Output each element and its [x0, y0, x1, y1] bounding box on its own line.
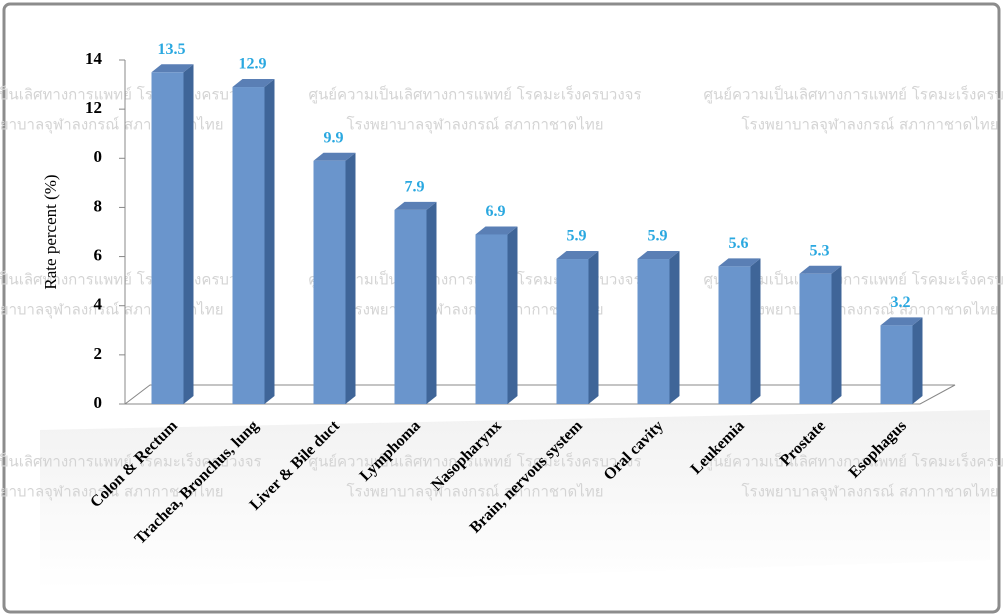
bar-side: [345, 152, 356, 404]
bar: [232, 87, 265, 405]
y-tick-label: 4: [94, 295, 103, 314]
y-tick-label: 14: [85, 49, 103, 68]
bar: [718, 266, 751, 404]
watermark: ศูนย์ความเป็นเลิศทางการแพทย์ โรคมะเร็งคร…: [703, 85, 1003, 104]
value-label: 7.9: [405, 179, 425, 196]
bar-side: [588, 251, 599, 404]
bar: [880, 325, 913, 404]
bar-top: [151, 64, 194, 73]
watermark: ศูนย์ความเป็นเลิศทางการแพทย์ โรคมะเร็งคร…: [0, 270, 262, 289]
bar: [637, 259, 670, 404]
bar-top: [475, 226, 518, 235]
bar-top: [313, 152, 356, 161]
bar-top: [718, 258, 761, 267]
bar: [151, 72, 184, 405]
bar-top: [556, 251, 599, 260]
value-label: 5.6: [729, 235, 749, 252]
watermark: ศูนย์ความเป็นเลิศทางการแพทย์ โรคมะเร็งคร…: [0, 452, 262, 471]
bar-side: [669, 251, 680, 404]
value-label: 5.9: [648, 228, 668, 245]
y-tick-label: 0: [94, 393, 103, 412]
bar-side: [183, 64, 194, 405]
bar-side: [750, 258, 761, 404]
watermark: ศูนย์ความเป็นเลิศทางการแพทย์ โรคมะเร็งคร…: [703, 270, 1003, 289]
y-tick-label: 0: [94, 147, 103, 166]
bar-top: [637, 251, 680, 260]
y-tick-label: 2: [94, 344, 103, 363]
bar-side: [831, 265, 842, 404]
watermark: ศูนย์ความเป็นเลิศทางการแพทย์ โรคมะเร็งคร…: [703, 452, 1003, 471]
bar-side: [912, 317, 923, 404]
bar: [799, 273, 832, 404]
bar-side: [264, 79, 275, 405]
bar-top: [232, 79, 275, 88]
bar-side: [426, 201, 437, 404]
y-tick-label: 8: [94, 196, 103, 215]
bar: [394, 209, 427, 404]
value-label: 9.9: [324, 129, 344, 146]
value-label: 3.2: [891, 294, 911, 311]
bar-top: [394, 201, 437, 210]
value-label: 5.3: [810, 242, 830, 259]
y-tick-label: 12: [85, 98, 102, 117]
value-label: 5.9: [567, 228, 587, 245]
watermark: โรงพยาบาลจุฬาลงกรณ์ สภากาชาดไทย: [741, 116, 998, 135]
watermark: โรงพยาบาลจุฬาลงกรณ์ สภากาชาดไทย: [346, 116, 603, 135]
watermark: โรงพยาบาลจุฬาลงกรณ์ สภากาชาดไทย: [346, 483, 603, 502]
y-tick-label: 6: [94, 245, 103, 264]
watermark: โรงพยาบาลจุฬาลงกรณ์ สภากาชาดไทย: [741, 301, 998, 320]
watermark: ศูนย์ความเป็นเลิศทางการแพทย์ โรคมะเร็งคร…: [0, 85, 262, 104]
bar-side: [507, 226, 518, 404]
bar: [556, 259, 589, 404]
watermarks: ศูนย์ความเป็นเลิศทางการแพทย์ โรคมะเร็งคร…: [0, 85, 1003, 502]
watermark: โรงพยาบาลจุฬาลงกรณ์ สภากาชาดไทย: [0, 483, 224, 502]
watermark: ศูนย์ความเป็นเลิศทางการแพทย์ โรคมะเร็งคร…: [308, 85, 641, 104]
bar: [475, 234, 508, 404]
watermark: โรงพยาบาลจุฬาลงกรณ์ สภากาชาดไทย: [741, 483, 998, 502]
value-label: 6.9: [486, 203, 506, 220]
y-axis-label: Rate percent (%): [41, 174, 60, 289]
bar: [313, 160, 346, 404]
bar-top: [799, 265, 842, 274]
backdrop: [40, 410, 990, 590]
bar-top: [880, 317, 923, 326]
value-label: 13.5: [158, 41, 186, 58]
value-label: 12.9: [239, 56, 267, 73]
watermark: ศูนย์ความเป็นเลิศทางการแพทย์ โรคมะเร็งคร…: [308, 452, 641, 471]
